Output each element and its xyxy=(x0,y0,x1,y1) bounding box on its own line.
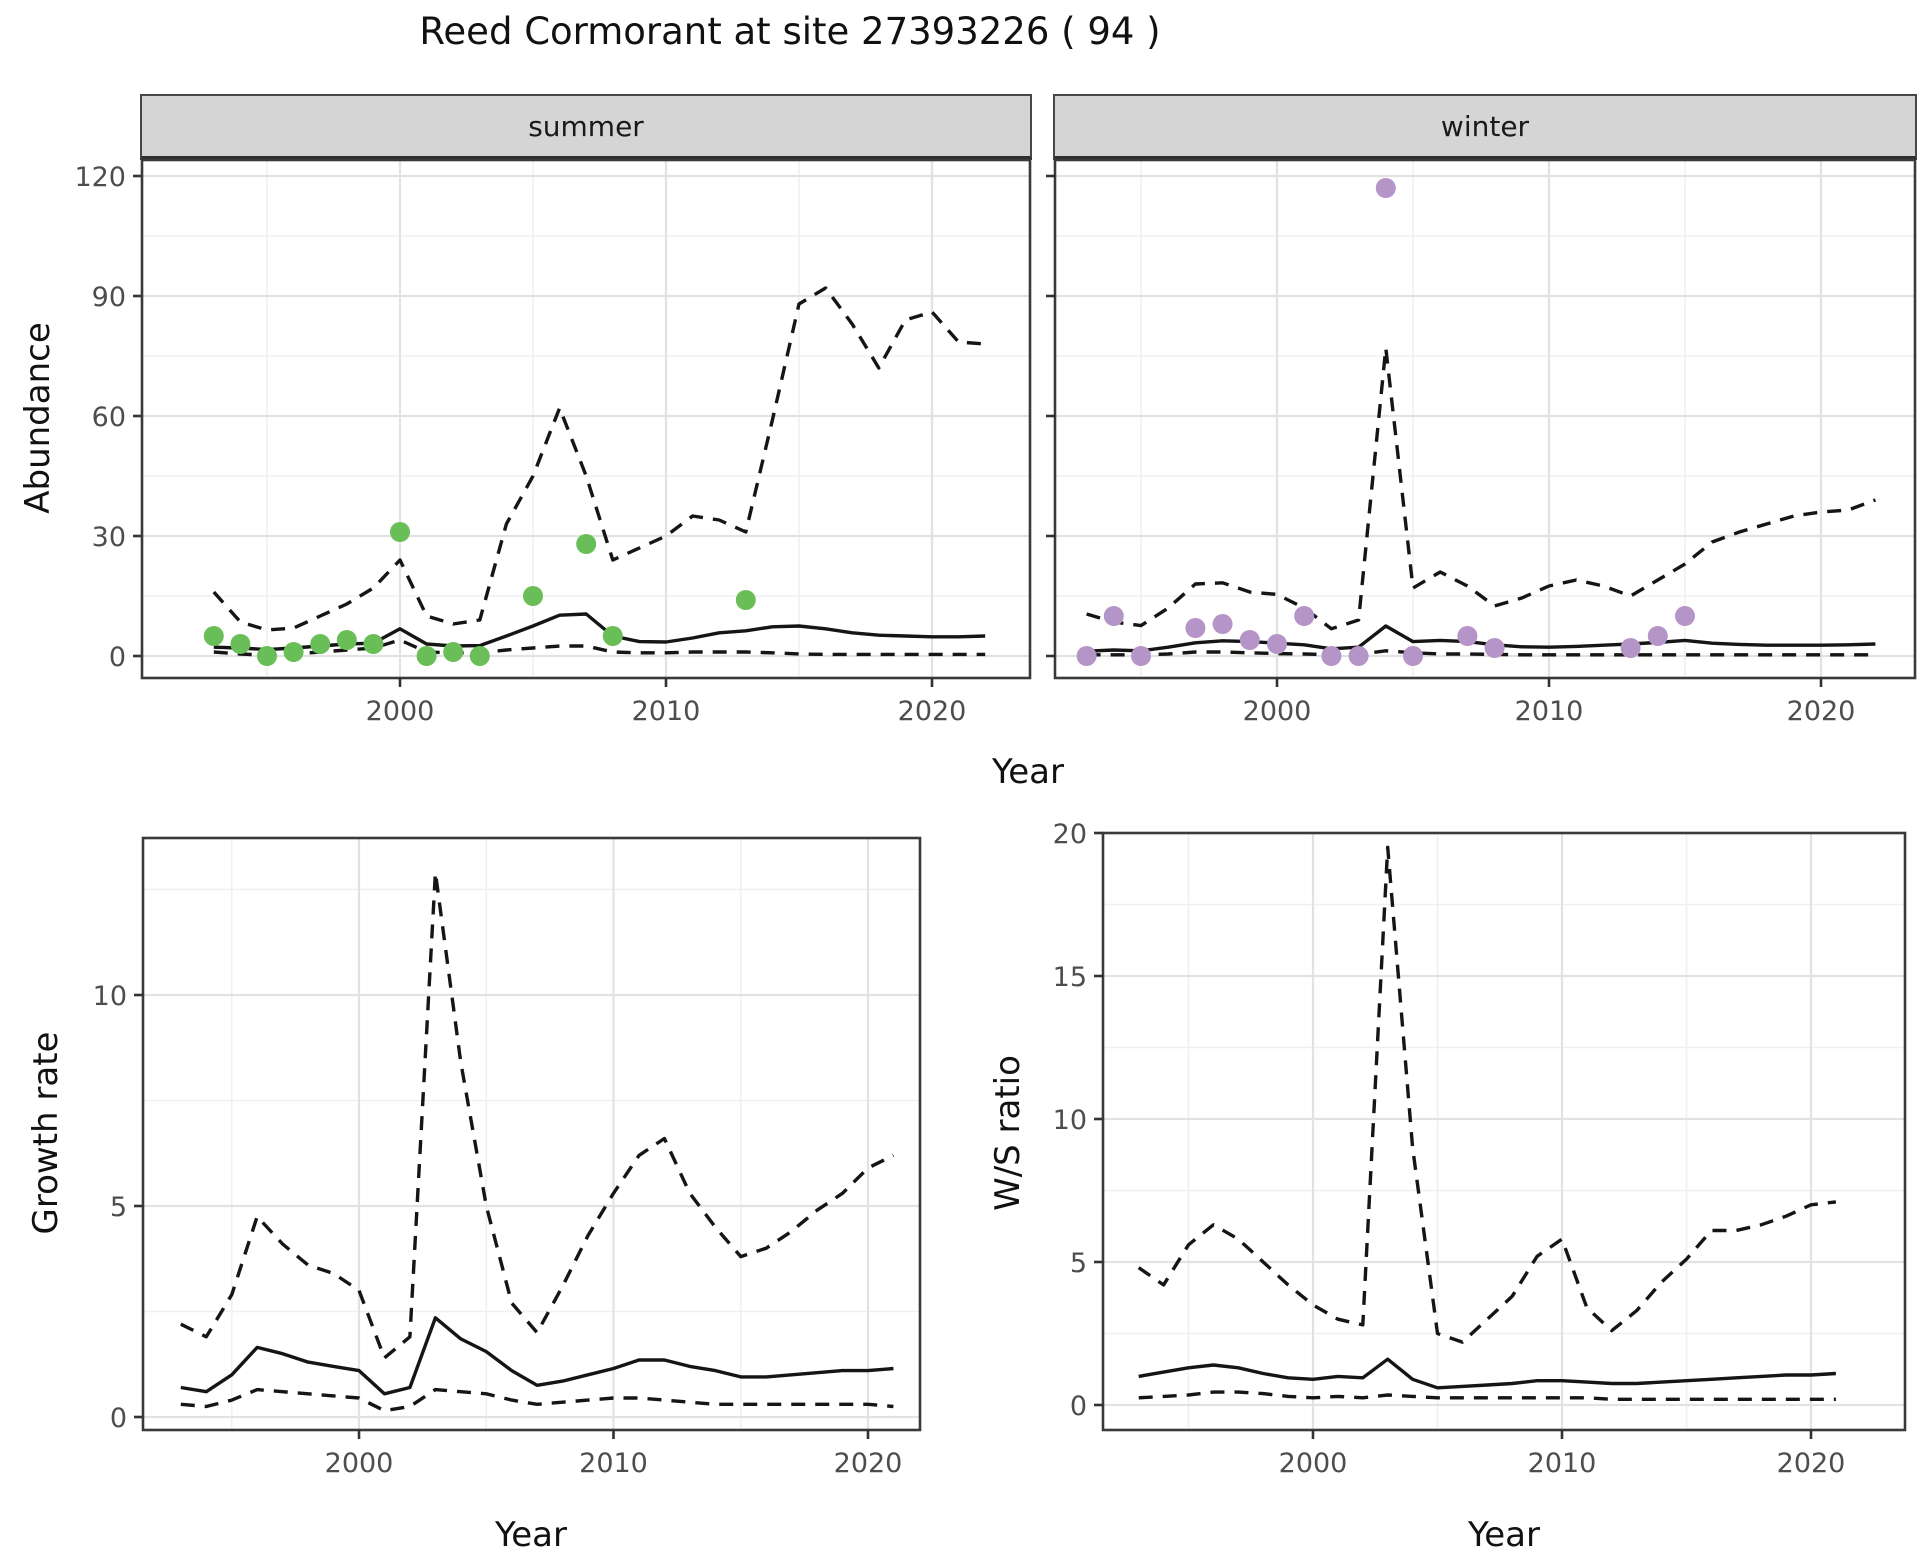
series-median-line xyxy=(1086,624,1876,653)
observed-count-point xyxy=(602,626,623,646)
panel-border xyxy=(141,836,922,1432)
abundance-axis-title: Abundance xyxy=(18,322,58,514)
facet-strip-summer-label: summer xyxy=(528,109,644,143)
observed-count-point xyxy=(1131,646,1151,666)
ws-year-axis-title: Year xyxy=(1468,1515,1540,1555)
x-tick-label: 2000 xyxy=(1279,1448,1348,1479)
x-tick-label: 2020 xyxy=(834,1448,903,1479)
top-year-axis-title: Year xyxy=(992,752,1064,792)
y-tick-label: 10 xyxy=(93,981,127,1012)
observed-count-point xyxy=(283,642,304,662)
x-tick-label: 2020 xyxy=(898,696,967,727)
observed-count-point xyxy=(523,586,543,606)
x-tick-label: 2000 xyxy=(325,1448,394,1479)
series-upper_ci-line xyxy=(180,870,895,1360)
series-upper_ci-line xyxy=(212,286,986,632)
y-tick-label: 0 xyxy=(109,642,126,673)
observed-count-point xyxy=(1267,634,1287,654)
observed-count-point xyxy=(469,646,490,666)
series-median-line xyxy=(180,1316,894,1396)
ws-ratio-axis-title: W/S ratio xyxy=(988,1055,1028,1211)
observed-count-point xyxy=(1103,606,1124,626)
panel-abundance_winter: 2000 2010 2020 xyxy=(1046,158,1917,727)
observed-count-point xyxy=(390,522,410,542)
y-tick-label: 30 xyxy=(92,522,126,553)
series-lower_ci-line xyxy=(180,1387,894,1413)
y-tick-label: 10 xyxy=(1053,1105,1087,1136)
series-lower_ci-line xyxy=(1086,649,1876,657)
observed-count-point xyxy=(735,590,756,610)
observed-count-point xyxy=(1348,646,1369,666)
y-tick-label: 60 xyxy=(92,402,126,433)
y-tick-label: 20 xyxy=(1053,819,1087,850)
observed-count-point xyxy=(336,630,357,650)
x-tick-label: 2010 xyxy=(579,1448,648,1479)
growth-rate-axis-title: Growth rate xyxy=(26,1031,66,1235)
y-tick-label: 5 xyxy=(110,1192,127,1223)
y-tick-label: 5 xyxy=(1070,1248,1087,1279)
panel-background xyxy=(1103,833,1905,1430)
observed-count-point xyxy=(363,634,384,654)
y-tick-label: 0 xyxy=(1070,1391,1087,1422)
observed-count-point xyxy=(257,646,277,666)
series-lower_ci-line xyxy=(1138,1390,1836,1401)
growth-year-axis-title: Year xyxy=(495,1515,567,1555)
observed-count-point xyxy=(1457,626,1478,646)
observed-count-point xyxy=(576,534,597,554)
observed-count-point xyxy=(1321,646,1342,666)
panel-border xyxy=(140,158,1032,680)
x-tick-label: 2010 xyxy=(632,696,701,727)
panel-abundance_summer: 2000 2010 2020 0 30 60 90 120 xyxy=(74,158,1032,727)
observed-count-point xyxy=(1375,178,1396,198)
x-tick-label: 2020 xyxy=(1787,696,1856,727)
x-tick-label: 2010 xyxy=(1515,696,1584,727)
facet-strip-winter: winter xyxy=(1053,94,1917,160)
observed-count-point xyxy=(416,646,437,666)
observed-count-point xyxy=(1239,630,1260,650)
observed-count-point xyxy=(1294,606,1315,626)
y-tick-label: 120 xyxy=(74,162,126,193)
observed-count-point xyxy=(1620,638,1641,658)
panel-border xyxy=(1101,831,1907,1432)
y-tick-label: 15 xyxy=(1053,962,1087,993)
panel-background xyxy=(142,160,1030,678)
observed-count-point xyxy=(1647,626,1668,646)
panel-background xyxy=(1055,160,1915,678)
x-tick-label: 2010 xyxy=(1528,1448,1597,1479)
facet-strip-summer: summer xyxy=(140,94,1032,160)
observed-count-point xyxy=(230,634,251,654)
y-tick-label: 0 xyxy=(110,1403,127,1434)
x-tick-label: 2000 xyxy=(1243,696,1312,727)
page-title: Reed Cormorant at site 27393226 ( 94 ) xyxy=(419,10,1161,53)
observed-count-point xyxy=(443,642,464,662)
observed-count-point xyxy=(1675,606,1695,626)
observed-count-point xyxy=(1185,618,1206,638)
series-median-line xyxy=(1138,1357,1837,1390)
y-tick-label: 90 xyxy=(92,282,126,313)
x-tick-label: 2020 xyxy=(1777,1448,1846,1479)
observed-count-point xyxy=(1076,646,1097,666)
observed-count-point xyxy=(1212,614,1233,634)
observed-count-point xyxy=(1484,638,1505,658)
x-tick-label: 2000 xyxy=(366,696,435,727)
observed-count-point xyxy=(1403,646,1423,666)
panel-ws_ratio: 2000 2010 2020 0 5 10 15 20 xyxy=(1053,819,1907,1479)
panel-background xyxy=(143,838,920,1430)
series-upper_ci-line xyxy=(1137,845,1837,1344)
series-lower_ci-line xyxy=(213,638,986,657)
panel-border xyxy=(1053,158,1917,680)
facet-strip-winter-label: winter xyxy=(1440,109,1530,143)
observed-count-point xyxy=(203,626,224,646)
panel-growth_rate: 2000 2010 2020 0 5 10 xyxy=(93,836,922,1479)
series-upper_ci-line xyxy=(1086,346,1876,631)
observed-count-point xyxy=(310,634,331,654)
